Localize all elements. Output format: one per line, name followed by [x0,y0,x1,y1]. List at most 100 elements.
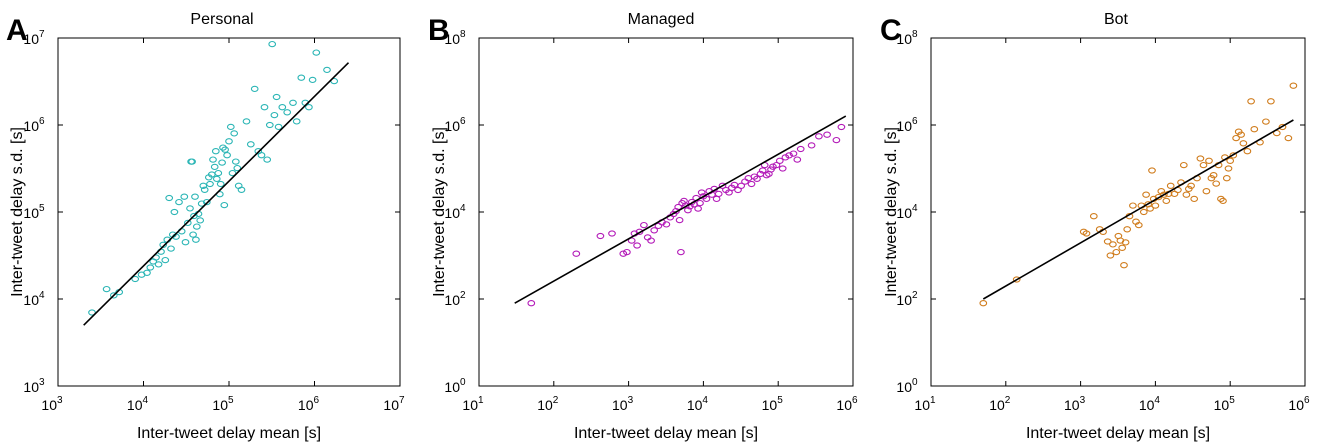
panel-a-data-point [242,118,251,125]
panel-b-data-point [640,221,648,229]
panel-a-data-point [272,93,281,101]
panel-b-data-point [785,152,793,159]
panel-c-data-point [979,300,988,307]
panel-c-data-point [1289,82,1298,89]
panel-b-data-point [650,227,659,234]
panel-b-data-point [789,150,798,157]
panel-a-data-point [183,219,192,227]
panel-c-x-tick-label: 103 [1064,395,1086,413]
panel-c-y-tick-label: 106 [896,116,918,134]
panel-c-data-point [1151,202,1160,209]
panel-b-x-tick-label: 106 [836,395,858,413]
panel-a-data-point [109,292,118,299]
panel-c-data-point [1179,161,1188,169]
panel-a-data-point [88,309,96,316]
panel-b-data-point [677,248,685,256]
panel-a-data-point [199,182,208,189]
panel-b-data-point [712,195,721,203]
panel-a-data-point [212,175,221,183]
panel-c-y-tick-label: 104 [896,203,918,221]
panel-c-data-point [1142,191,1150,198]
panel-a-data-point [146,264,155,271]
panel-c-x-tick-label: 106 [1288,395,1310,413]
panel-c-y-axis-label: Inter-tweet delay s.d. [s] [883,127,900,297]
panel-c-data-point [1187,182,1195,189]
panel-a-data-point [191,193,199,200]
panel-a-data-point [305,104,313,111]
panel-a-data-point [161,256,170,264]
panel-b-y-tick-label: 108 [444,29,466,47]
panel-c-data-point [1212,180,1221,187]
panel-a-data-point [260,104,269,111]
panel-c-x-tick-label: 101 [914,395,936,413]
panel-c-data-point [1239,140,1248,147]
panel-a-data-point [202,198,211,206]
panel-b-x-tick-label: 103 [612,395,634,413]
panel-a-x-tick-label: 107 [383,395,405,413]
panel-b-data-point [633,242,641,249]
panel-b-data-point [737,182,746,189]
panel-c-data-point [1190,195,1199,203]
panel-a-fit-line [83,62,350,326]
panel-a-data-point [312,49,321,56]
panel-b-data-point [694,205,702,212]
panel-a-x-tick-label: 105 [212,395,234,413]
panel-c-data-point [1222,175,1231,182]
panel-c-y-tick-label: 108 [896,29,918,47]
panel-a-data-point [289,99,297,106]
panel-b-fit-line [514,115,847,304]
panel-b-x-tick-label: 101 [462,395,484,413]
panel-a-data-point [180,193,189,200]
panel-a-data-point [192,223,201,230]
panel-c-data-point [1103,238,1112,245]
panel-b-x-tick-label: 102 [537,395,559,413]
panel-c-data-point [1219,197,1227,205]
panel-letter-c: C [880,14,902,47]
panel-a-data-point [265,121,274,129]
panel-a-data-point [175,198,183,206]
panel-a-data-point [323,66,331,74]
panel-a-data-point [221,146,229,153]
panel-a-data-point [167,245,175,252]
panel-b-y-tick-label: 100 [444,377,466,395]
panel-c-data-point [1209,172,1218,179]
panel-b-data-point [747,180,756,188]
panel-a-data-point [228,169,237,177]
panel-a-data-point [189,231,197,238]
panel-a-data-point [196,217,205,224]
panel-c-data-point [1224,165,1233,172]
panel-c-data-point [1139,208,1148,216]
panel-b-data-point [796,145,805,153]
panel-a-x-axis-label: Inter-tweet delay mean [s] [137,425,321,442]
panel-b-data-point [596,232,605,240]
panel-c-data-point [1148,167,1156,174]
panel-a-data-point [192,236,200,243]
panel-b-data-point [635,228,644,235]
panel-c-data-point [1129,202,1137,209]
panel-a-data-point [223,152,231,159]
panel-b-data-point [623,248,631,256]
panel-a-x-tick-label: 103 [41,395,63,413]
panel-c-data-point [1205,157,1213,164]
panel-b-data-point [714,190,723,198]
panel-a-data-point [200,186,209,193]
panel-a-data-point [210,163,219,171]
panel-c-data-point [1134,221,1143,229]
panel-b-data-point [793,156,802,163]
panel-a-data-point [230,130,239,137]
panel-c-data-point [1243,148,1252,155]
panel-c-data-point [1226,157,1235,164]
panel-c-data-point [1232,134,1240,142]
panel-a-data-point [268,40,277,48]
panel-a-data-point [218,159,226,166]
panel-c-data-point [1247,98,1255,105]
panel-c-data-point [1012,276,1021,283]
panel-c-y-tick-label: 102 [896,290,918,308]
panel-c-data-point [1284,134,1293,142]
panel-a-data-point [154,261,163,268]
panel-a-data-point [102,285,111,293]
panel-b-data-point [837,123,846,131]
panel-c-data-point [1162,197,1171,205]
panel-b-data-point [662,221,671,228]
panel-letter-a: A [6,14,28,47]
